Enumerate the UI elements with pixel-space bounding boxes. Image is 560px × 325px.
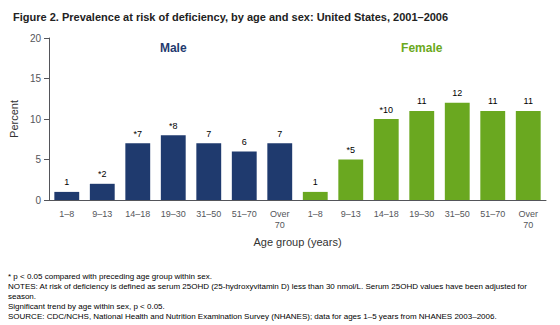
svg-text:51–70: 51–70 bbox=[232, 209, 257, 219]
svg-text:season.: season. bbox=[8, 292, 36, 301]
svg-text:1: 1 bbox=[64, 177, 69, 187]
svg-text:70: 70 bbox=[275, 220, 285, 230]
svg-text:1–8: 1–8 bbox=[59, 209, 74, 219]
svg-text:14–18: 14–18 bbox=[374, 209, 399, 219]
svg-text:31–50: 31–50 bbox=[445, 209, 470, 219]
svg-text:*8: *8 bbox=[169, 121, 178, 131]
svg-text:19–30: 19–30 bbox=[409, 209, 434, 219]
svg-text:5: 5 bbox=[35, 154, 41, 165]
svg-text:9–13: 9–13 bbox=[341, 209, 361, 219]
svg-text:19–30: 19–30 bbox=[161, 209, 186, 219]
svg-text:51–70: 51–70 bbox=[480, 209, 505, 219]
svg-text:11: 11 bbox=[524, 96, 533, 106]
svg-text:Male: Male bbox=[160, 41, 187, 55]
svg-text:*10: *10 bbox=[379, 105, 393, 115]
svg-text:6: 6 bbox=[242, 137, 247, 147]
svg-text:12: 12 bbox=[452, 88, 462, 98]
svg-text:*2: *2 bbox=[98, 169, 107, 179]
svg-text:20: 20 bbox=[30, 33, 42, 44]
svg-text:Over: Over bbox=[518, 209, 538, 219]
svg-text:NOTES: At risk of deficiency i: NOTES: At risk of deficiency is defined … bbox=[8, 282, 529, 291]
svg-text:Figure 2. Prevalence at risk o: Figure 2. Prevalence at risk of deficien… bbox=[13, 11, 448, 23]
svg-text:7: 7 bbox=[277, 129, 282, 139]
svg-text:Female: Female bbox=[401, 41, 443, 55]
svg-text:SOURCE: CDC/NCHS, National Hea: SOURCE: CDC/NCHS, National Health and Nu… bbox=[8, 312, 497, 321]
svg-text:0: 0 bbox=[35, 195, 41, 206]
svg-text:1: 1 bbox=[313, 177, 318, 187]
svg-text:70: 70 bbox=[523, 220, 533, 230]
svg-text:7: 7 bbox=[206, 129, 211, 139]
svg-text:Percent: Percent bbox=[8, 100, 20, 138]
svg-text:1–8: 1–8 bbox=[308, 209, 323, 219]
svg-text:31–50: 31–50 bbox=[196, 209, 221, 219]
svg-text:14–18: 14–18 bbox=[125, 209, 150, 219]
svg-text:Over: Over bbox=[270, 209, 290, 219]
svg-text:* p < 0.05 compared with prece: * p < 0.05 compared with preceding age g… bbox=[8, 272, 212, 281]
svg-text:9–13: 9–13 bbox=[92, 209, 112, 219]
svg-text:11: 11 bbox=[488, 96, 497, 106]
svg-text:15: 15 bbox=[30, 73, 42, 84]
svg-text:*5: *5 bbox=[347, 145, 356, 155]
svg-text:Significant trend by age withi: Significant trend by age within sex, p <… bbox=[8, 302, 165, 311]
svg-text:Age group (years): Age group (years) bbox=[253, 236, 341, 248]
svg-text:11: 11 bbox=[417, 96, 426, 106]
svg-text:*7: *7 bbox=[134, 129, 143, 139]
svg-text:10: 10 bbox=[30, 114, 42, 125]
